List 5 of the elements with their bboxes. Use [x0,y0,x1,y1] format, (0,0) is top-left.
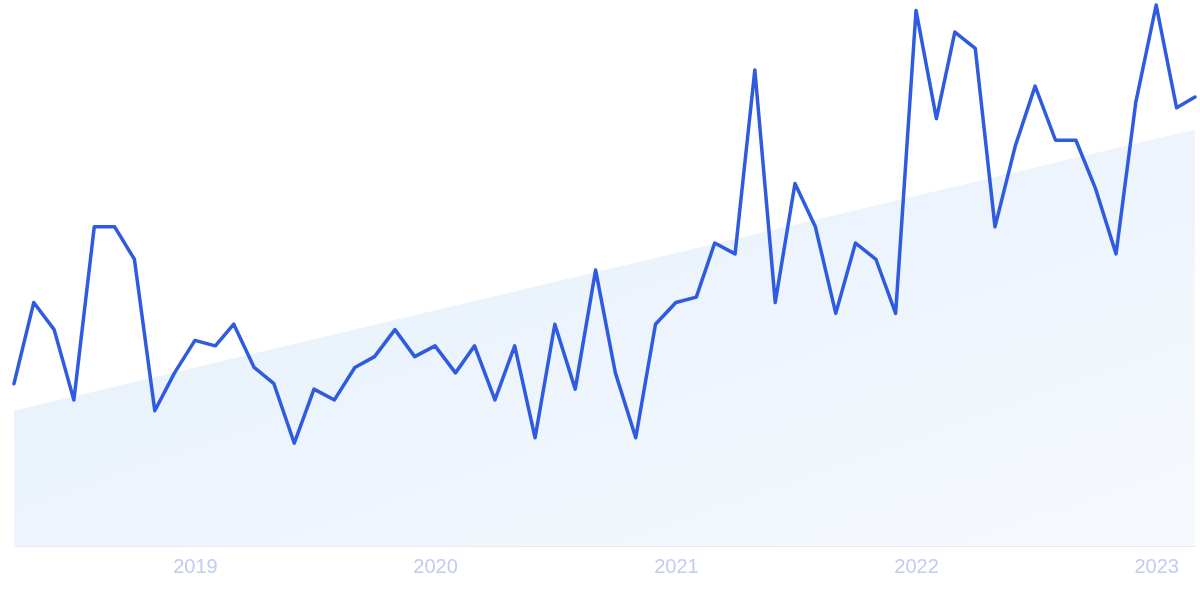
x-tick-label: 2019 [173,555,218,577]
x-tick-label: 2020 [413,555,458,577]
x-tick-label: 2021 [654,555,699,577]
x-tick-label: 2022 [894,555,939,577]
x-tick-label: 2023 [1134,555,1179,577]
